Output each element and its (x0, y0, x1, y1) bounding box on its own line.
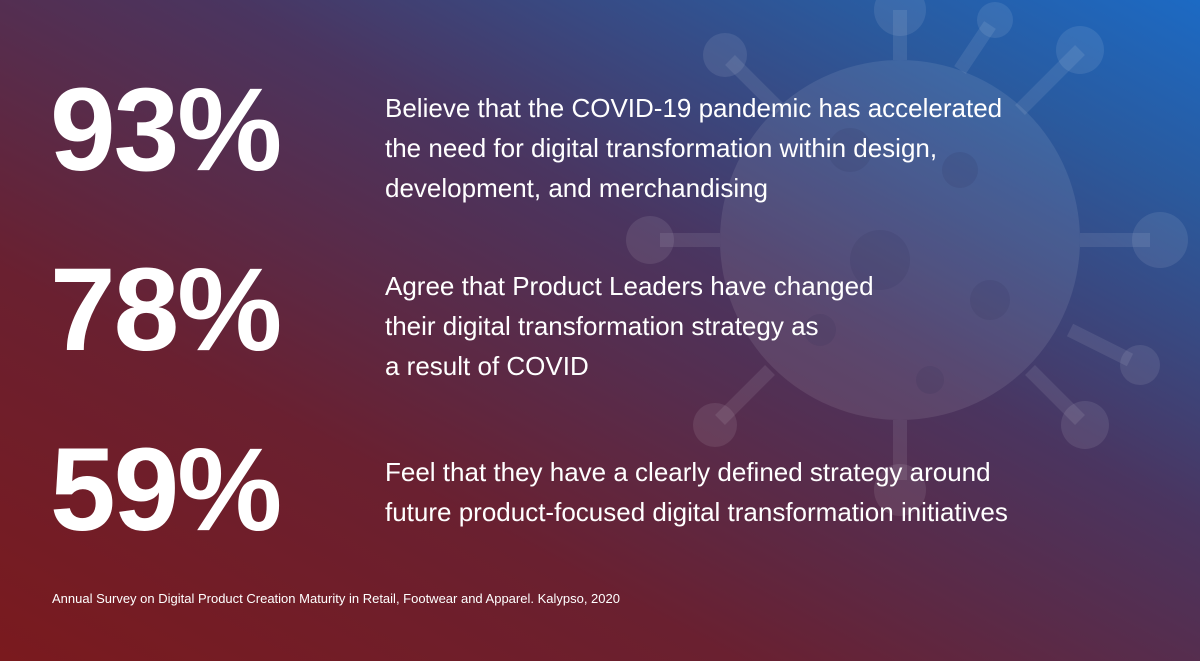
stat-description: Believe that the COVID-19 pandemic has a… (385, 88, 1085, 208)
stat-59: 59% Feel that they have a clearly define… (50, 420, 1170, 560)
stat-description-line: Feel that they have a clearly defined st… (385, 457, 991, 487)
stat-description-line: development, and merchandising (385, 173, 769, 203)
stat-value: 59% (50, 424, 282, 556)
stat-description-line: future product-focused digital transform… (385, 497, 1008, 527)
stat-description: Feel that they have a clearly defined st… (385, 452, 1085, 532)
stat-value: 93% (50, 64, 282, 196)
stat-93: 93% Believe that the COVID-19 pandemic h… (50, 60, 1170, 203)
source-citation: Annual Survey on Digital Product Creatio… (52, 591, 620, 606)
stat-description-line: their digital transformation strategy as (385, 311, 819, 341)
stat-description-line: the need for digital transformation with… (385, 133, 938, 163)
stat-78: 78% Agree that Product Leaders have chan… (50, 240, 1170, 381)
stat-description: Agree that Product Leaders have changed … (385, 266, 1085, 386)
stat-value: 78% (50, 244, 282, 376)
stat-description-line: a result of COVID (385, 351, 589, 381)
stat-description-line: Agree that Product Leaders have changed (385, 271, 874, 301)
stat-description-line: Believe that the COVID-19 pandemic has a… (385, 93, 1003, 123)
